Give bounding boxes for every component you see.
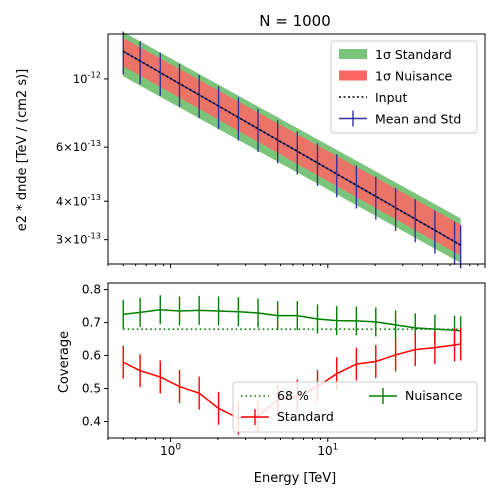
y-tick-label: 0.6: [82, 349, 101, 363]
legend-label: Nuisance: [405, 388, 463, 403]
x-tick-label: 101: [317, 443, 338, 458]
y-tick-label: 0.5: [82, 382, 101, 396]
legend-swatch-nuisance: [339, 70, 367, 81]
input-line: [122, 50, 462, 246]
bottom-legend: 68 % Standard Nuisance: [232, 381, 478, 433]
bottom-y-axis-label: Coverage: [57, 331, 72, 393]
nuisance-line: [123, 308, 461, 332]
y-tick-label: 6×10-13: [56, 138, 101, 154]
top-y-axis-label: e2 * dnde [TeV / (cm2 s)]: [15, 69, 30, 231]
top-axes-frame: [107, 33, 486, 265]
y-tick-label: 10-12: [73, 70, 101, 86]
top-legend: 1σ Standard 1σ Nuisance Input Mean and Std: [330, 40, 478, 134]
chart-title: N = 1000: [259, 12, 331, 30]
y-tick-label: 4×10-13: [56, 192, 101, 208]
y-tick-label: 0.4: [82, 415, 101, 429]
bottom-x-axis-label: Energy [TeV]: [254, 471, 336, 486]
legend-label: Standard: [277, 409, 334, 424]
legend-label: Input: [375, 90, 407, 105]
legend-label: Mean and Std: [375, 112, 461, 127]
bottom-axes-frame: [107, 282, 486, 439]
top-legend-box: [330, 40, 478, 134]
x-tick-label: 100: [160, 443, 181, 458]
legend-label: 1σ Nuisance: [375, 69, 453, 84]
y-tick-label: 0.8: [82, 283, 101, 297]
legend-label: 68 %: [277, 388, 309, 403]
y-tick-label: 0.7: [82, 316, 101, 330]
y-tick-label: 3×10-13: [56, 230, 101, 246]
bottom-legend-box: [232, 381, 478, 433]
legend-swatch-standard: [339, 49, 367, 59]
legend-label: 1σ Standard: [375, 47, 452, 62]
bottom-panel: 0.4 0.5 0.6 0.7 0.8 100 101 68 % Standard Nuisanc…: [82, 282, 486, 458]
